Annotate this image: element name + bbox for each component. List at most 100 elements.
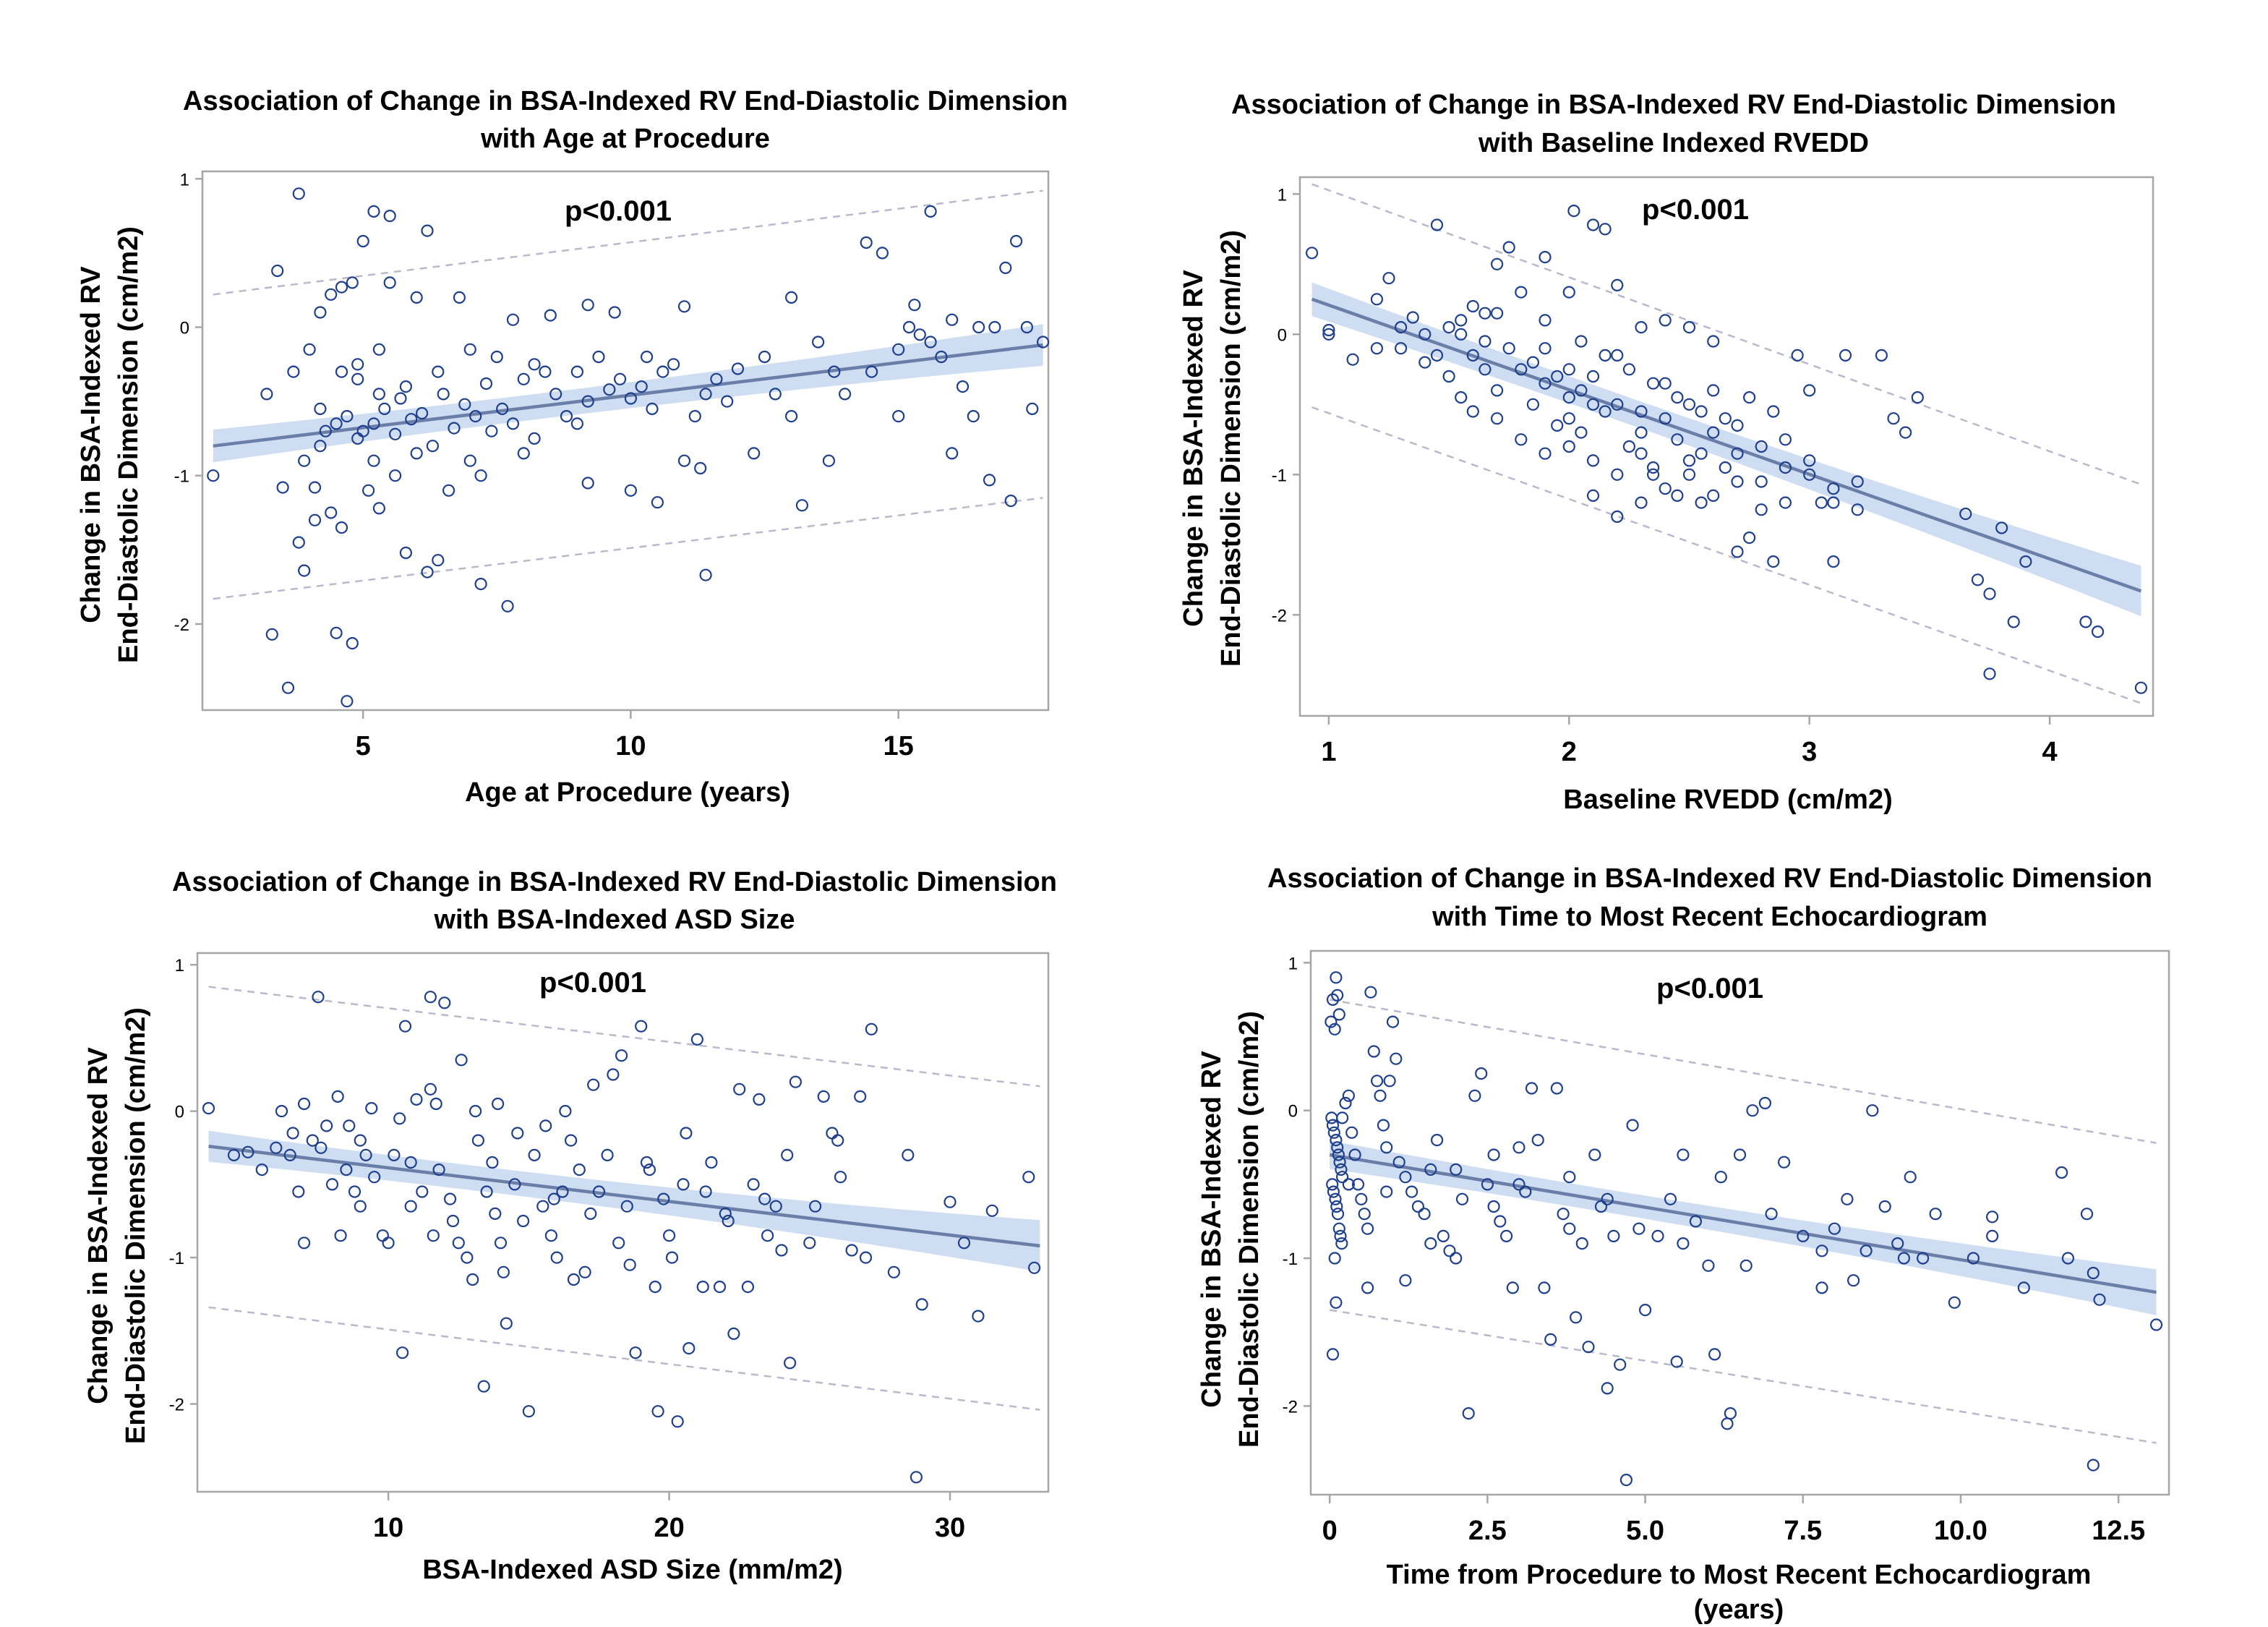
data-point [1815,1281,1828,1294]
data-point [1815,1244,1828,1257]
data-point [427,1229,440,1242]
data-point [1682,398,1696,411]
data-point [624,392,638,405]
data-point [677,454,691,467]
data-point [395,1346,409,1359]
p-value-annotation: p<0.001 [539,967,646,999]
data-point [388,427,402,440]
data-point [1839,349,1852,362]
data-point [1424,1237,1437,1250]
data-point [902,320,916,334]
x-tick-label: 5 [356,731,371,761]
data-point [398,1020,412,1033]
data-point [789,1075,803,1088]
data-point [924,336,937,349]
x-tick-label: 30 [935,1513,965,1543]
data-point [1671,489,1684,503]
data-point [603,383,616,396]
panel-asd: Association of Change in BSA-Indexed RV … [83,867,1057,1585]
data-point [1866,1104,1879,1117]
data-point [550,1251,563,1264]
data-point [1515,286,1528,299]
data-point [1345,1126,1358,1139]
data-point [429,1097,442,1111]
data-point [1562,390,1575,404]
data-point [1479,363,1492,376]
data-point [915,1298,928,1311]
data-point [1479,335,1492,348]
data-point [367,454,380,467]
data-point [1599,349,1612,362]
plot-frame [1309,949,2170,1496]
data-point [1567,205,1580,218]
data-point [388,469,402,482]
y-tick-label: 1 [1288,954,1298,973]
data-point [753,1093,766,1106]
data-point [2091,625,2105,639]
data-point [1466,405,1479,418]
x-axis-label: Age at Procedure (years) [465,777,790,808]
data-point [1635,496,1648,509]
data-point [688,409,701,423]
data-point [1626,1119,1639,1132]
data-point [351,358,364,371]
chart-title-line1: Association of Change in BSA-Indexed RV … [1231,90,2116,120]
data-point [1526,356,1539,369]
panel-baseline: Association of Change in BSA-Indexed RV … [1178,90,2154,815]
data-point [489,1207,502,1221]
data-point [671,1415,684,1428]
data-point [2017,1281,2030,1294]
data-point [935,350,948,364]
data-point [1719,461,1732,474]
data-point [775,1244,788,1257]
data-point [346,636,359,650]
data-point [306,1134,319,1147]
data-point [491,1097,505,1111]
data-point [1682,321,1696,334]
chart-title-line2: with Baseline Indexed RVEDD [1478,128,1869,158]
data-point [506,417,520,430]
data-point [1424,1163,1437,1177]
data-point [334,1229,347,1242]
data-point [1443,1244,1456,1257]
y-tick-label: 0 [1288,1102,1298,1122]
data-point [741,1280,755,1294]
data-point [854,1090,867,1103]
data-point [1374,1089,1387,1102]
data-point [1971,573,1984,586]
data-point [463,454,476,467]
data-point [1491,257,1504,270]
data-point [1531,1133,1544,1147]
data-point [241,1145,254,1158]
data-point [348,1185,361,1198]
plot-frame [1298,176,2154,717]
x-tick-label: 3 [1802,737,1817,767]
data-point [999,261,1012,274]
data-point [517,372,530,385]
data-point [202,1101,215,1115]
x-tick-label: 1 [1321,737,1336,767]
data-point [1707,489,1720,503]
data-point [1851,503,1864,516]
y-axis-label-line1: Change in BSA-Indexed RV [1197,1051,1227,1408]
data-point [1329,1192,1342,1205]
x-tick-label: 0 [1322,1516,1338,1546]
y-tick-label: -1 [1272,466,1287,485]
data-point [710,372,723,385]
data-point [265,628,278,641]
data-point [902,1148,915,1162]
data-point [943,1195,957,1208]
data-point [1588,1148,1601,1161]
data-point [312,991,325,1004]
chart-title-line1: Association of Change in BSA-Indexed RV … [172,867,1057,897]
data-point [573,1163,586,1177]
data-point [496,402,509,416]
data-point [1586,218,1600,231]
data-point [2134,681,2147,694]
data-point [865,1022,878,1035]
data-point [1611,398,1624,411]
data-point [1563,1222,1576,1235]
data-point [1689,1215,1702,1228]
y-tick-label: 0 [175,1103,184,1122]
data-point [1670,1355,1683,1368]
